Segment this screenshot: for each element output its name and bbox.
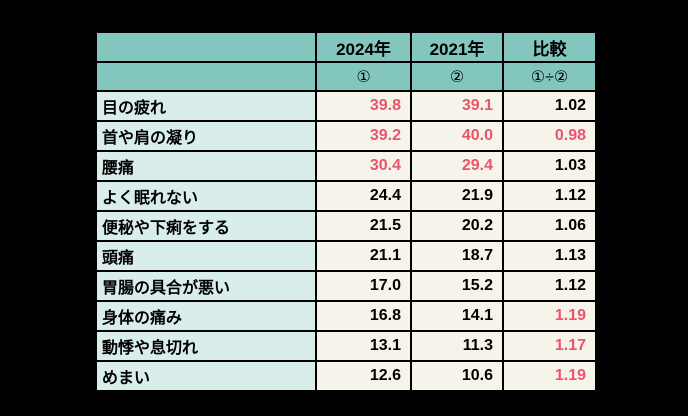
symptom-label: 頭痛	[95, 240, 317, 272]
value-2021: 18.7	[410, 240, 504, 272]
value-2021: 39.1	[410, 90, 504, 122]
value-2021: 10.6	[410, 360, 504, 392]
symptom-label: 腰痛	[95, 150, 317, 182]
symptom-comparison-table: 2024年 2021年 比較 ① ② ①÷② 目の疲れ 39.8 39.1 1.02 首…	[95, 31, 597, 392]
symptom-label: 首や肩の凝り	[95, 120, 317, 152]
symptom-label: 身体の痛み	[95, 300, 317, 332]
value-2024: 17.0	[315, 270, 412, 302]
table-row: 腰痛 30.4 29.4 1.03	[95, 150, 597, 182]
value-2021: 11.3	[410, 330, 504, 362]
value-ratio: 1.17	[502, 330, 597, 362]
symptom-label: 胃腸の具合が悪い	[95, 270, 317, 302]
table-row: 胃腸の具合が悪い 17.0 15.2 1.12	[95, 270, 597, 302]
table-row: 身体の痛み 16.8 14.1 1.19	[95, 300, 597, 332]
table-header: 2024年 2021年 比較 ① ② ①÷②	[95, 31, 597, 92]
value-2024: 21.5	[315, 210, 412, 242]
value-ratio: 1.06	[502, 210, 597, 242]
header-row-years: 2024年 2021年 比較	[95, 31, 597, 63]
symptom-label: めまい	[95, 360, 317, 392]
column-header-2024: 2024年	[315, 31, 412, 63]
corner-subcell	[95, 61, 317, 92]
value-ratio: 1.12	[502, 270, 597, 302]
symptom-label: 目の疲れ	[95, 90, 317, 122]
value-2024: 39.8	[315, 90, 412, 122]
value-2024: 16.8	[315, 300, 412, 332]
value-ratio: 1.03	[502, 150, 597, 182]
table-row: めまい 12.6 10.6 1.19	[95, 360, 597, 392]
value-2024: 30.4	[315, 150, 412, 182]
value-2024: 39.2	[315, 120, 412, 152]
table-row: 動悸や息切れ 13.1 11.3 1.17	[95, 330, 597, 362]
value-2024: 13.1	[315, 330, 412, 362]
value-ratio: 1.02	[502, 90, 597, 122]
table-row: よく眠れない 24.4 21.9 1.12	[95, 180, 597, 212]
value-2021: 29.4	[410, 150, 504, 182]
subheader-circle1: ①	[315, 61, 412, 92]
value-ratio: 0.98	[502, 120, 597, 152]
column-header-2021: 2021年	[410, 31, 504, 63]
table-row: 首や肩の凝り 39.2 40.0 0.98	[95, 120, 597, 152]
value-2021: 21.9	[410, 180, 504, 212]
value-ratio: 1.19	[502, 360, 597, 392]
value-ratio: 1.13	[502, 240, 597, 272]
value-2021: 15.2	[410, 270, 504, 302]
value-2021: 40.0	[410, 120, 504, 152]
symptom-label: よく眠れない	[95, 180, 317, 212]
table-body: 目の疲れ 39.8 39.1 1.02 首や肩の凝り 39.2 40.0 0.98 腰痛 30.4…	[95, 90, 597, 392]
header-row-symbols: ① ② ①÷②	[95, 61, 597, 92]
table-row: 便秘や下痢をする 21.5 20.2 1.06	[95, 210, 597, 242]
table-row: 目の疲れ 39.8 39.1 1.02	[95, 90, 597, 122]
subheader-ratio-formula: ①÷②	[502, 61, 597, 92]
value-2021: 14.1	[410, 300, 504, 332]
column-header-compare: 比較	[502, 31, 597, 63]
value-ratio: 1.12	[502, 180, 597, 212]
symptom-label: 動悸や息切れ	[95, 330, 317, 362]
table-row: 頭痛 21.1 18.7 1.13	[95, 240, 597, 272]
value-2021: 20.2	[410, 210, 504, 242]
value-2024: 12.6	[315, 360, 412, 392]
symptom-label: 便秘や下痢をする	[95, 210, 317, 242]
value-2024: 21.1	[315, 240, 412, 272]
subheader-circle2: ②	[410, 61, 504, 92]
corner-cell	[95, 31, 317, 63]
value-ratio: 1.19	[502, 300, 597, 332]
value-2024: 24.4	[315, 180, 412, 212]
